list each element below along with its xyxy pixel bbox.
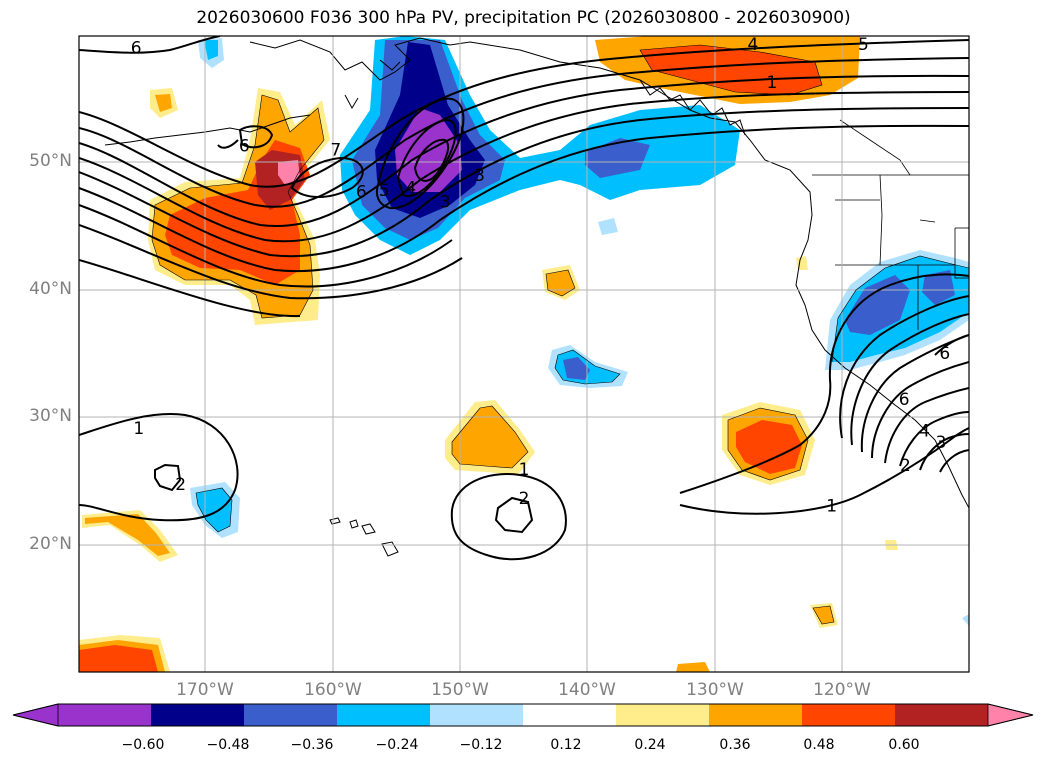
colorbar (12, 703, 1034, 727)
colorbar-tick: 0.36 (719, 737, 751, 753)
contour-label: 6 (131, 39, 142, 59)
colorbar-tick: 0.48 (803, 737, 835, 753)
colorbar-tick: 0.12 (550, 737, 582, 753)
lon-label-170w: 170°W (176, 680, 234, 700)
colorbar-segment (523, 704, 617, 726)
contour-label: 1 (826, 497, 837, 517)
colorbar-tick: 0.24 (634, 737, 666, 753)
lat-label-50n: 50°N (29, 151, 72, 171)
contour-label: 6 (356, 182, 367, 202)
contour-label: 4 (919, 422, 930, 442)
contour-label: 7 (330, 140, 341, 160)
lat-label-40n: 40°N (29, 279, 72, 299)
lon-label-150w: 150°W (431, 680, 489, 700)
contour-label: 1 (133, 419, 144, 439)
contour-label: 2 (900, 456, 911, 476)
colorbar-tick: −0.36 (290, 737, 334, 753)
colorbar-tick: −0.24 (375, 737, 419, 753)
contour-label: 2 (519, 489, 530, 509)
colorbar-segment (244, 704, 338, 726)
contour-label: 4 (747, 35, 758, 55)
lat-label-20n: 20°N (29, 534, 72, 554)
colorbar-segment (616, 704, 710, 726)
colorbar-extend-low (12, 703, 59, 727)
contour-label: 5 (379, 181, 390, 201)
colorbar-segment (895, 704, 989, 726)
colorbar-segment (430, 704, 524, 726)
colorbar-segment (337, 704, 431, 726)
contour-label: 4 (405, 179, 416, 199)
colorbar-segment (802, 704, 896, 726)
lon-label-120w: 120°W (813, 680, 871, 700)
contour-label: 3 (474, 166, 485, 186)
plot-border (78, 35, 970, 673)
contour-label: 3 (440, 193, 451, 213)
contour-label: 2 (175, 475, 186, 495)
colorbar-tick: 0.60 (888, 737, 920, 753)
contour-label: 6 (239, 137, 250, 157)
contour-label: 3 (936, 433, 947, 453)
contour-label: 5 (858, 35, 869, 55)
lon-label-160w: 160°W (304, 680, 362, 700)
shade-outlines (151, 44, 969, 625)
pv-contours (79, 36, 969, 561)
colorbar-segment (709, 704, 803, 726)
gridlines (79, 36, 969, 672)
contour-label: 6 (899, 390, 910, 410)
colorbar-outline (12, 703, 1034, 727)
map-title: 2026030600 F036 300 hPa PV, precipitatio… (196, 8, 851, 28)
colorbar-segment (58, 704, 152, 726)
colorbar-tick: −0.48 (206, 737, 250, 753)
contour-label: 1 (767, 73, 778, 93)
coastlines (104, 37, 969, 557)
colorbar-tick: −0.60 (121, 737, 165, 753)
colorbar-segment (151, 704, 245, 726)
lon-label-140w: 140°W (558, 680, 616, 700)
colorbar-extend-high (987, 703, 1034, 727)
contour-label: 6 (939, 344, 950, 364)
lon-label-130w: 130°W (686, 680, 744, 700)
contour-label: 1 (519, 460, 530, 480)
colorbar-tick: −0.12 (459, 737, 503, 753)
lat-label-30n: 30°N (29, 406, 72, 426)
